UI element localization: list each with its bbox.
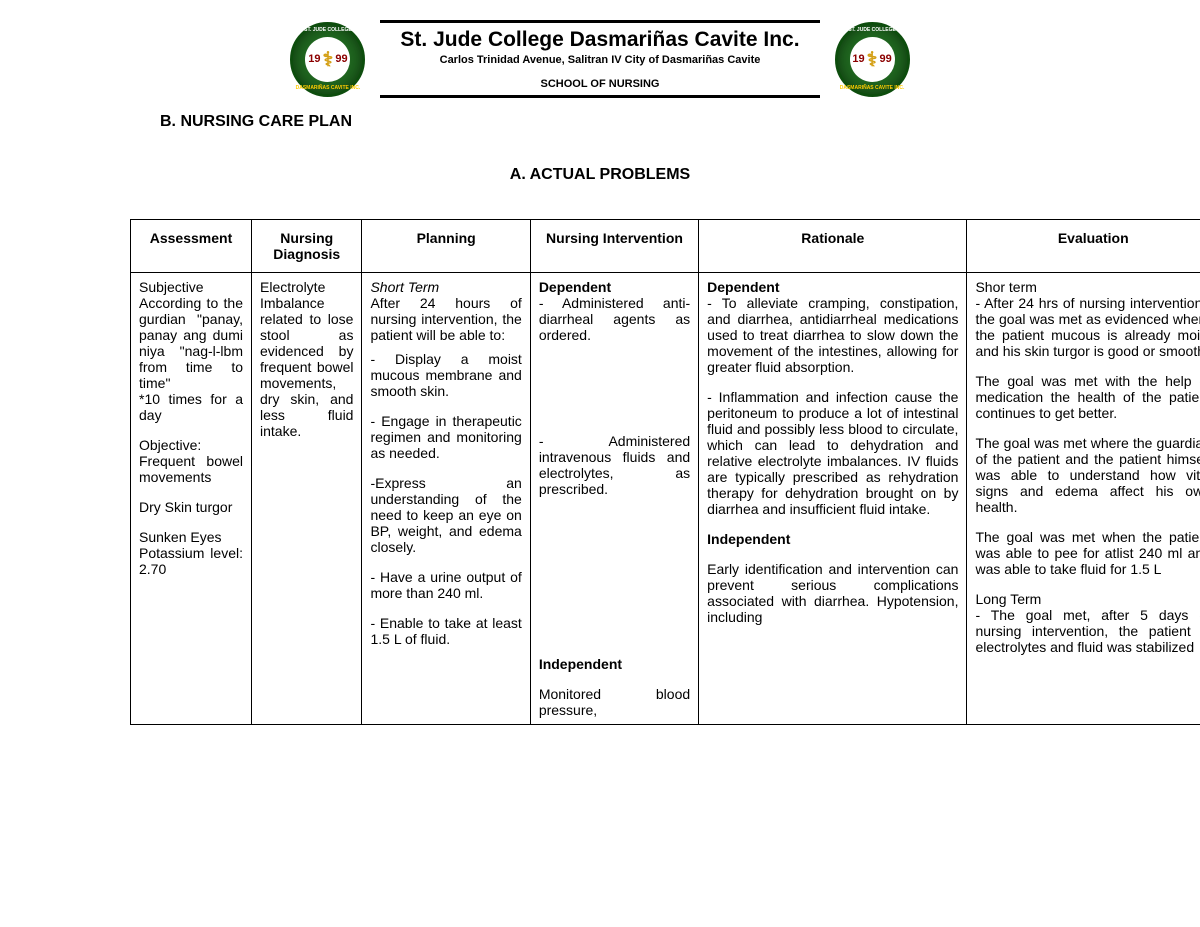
college-address: Carlos Trinidad Avenue, Salitran IV City…: [400, 54, 799, 66]
planning-1: - Display a moist mucous membrane and sm…: [370, 351, 521, 399]
seal-year-left: 19: [308, 53, 320, 65]
document-header: ST. JUDE COLLEGE 19 ⚕ 99 DASMARIÑAS CAVI…: [20, 20, 1180, 98]
college-name: St. Jude College Dasmariñas Cavite Inc.: [400, 28, 799, 52]
assessment-times: *10 times for a day: [139, 391, 243, 423]
planning-4: - Have a urine output of more than 240 m…: [370, 569, 521, 601]
planning-2: - Engage in therapeutic regimen and moni…: [370, 413, 521, 461]
col-header-rationale: Rationale: [699, 220, 967, 273]
rationale-2: - Inflammation and infection cause the p…: [707, 389, 958, 517]
objective-2: Dry Skin turgor: [139, 499, 243, 515]
objective-label: Objective:: [139, 437, 243, 453]
cell-planning: Short Term After 24 hours of nursing int…: [362, 273, 530, 725]
col-header-assessment: Assessment: [131, 220, 252, 273]
dependent-label: Dependent: [539, 279, 690, 295]
planning-intro: After 24 hours of nursing intervention, …: [370, 295, 521, 343]
intervention-i1: Monitored blood pressure,: [539, 686, 690, 718]
short-term-label: Short Term: [370, 279, 521, 295]
cell-diagnosis: Electrolyte Imbalance related to lose st…: [252, 273, 362, 725]
cell-rationale: Dependent - To alleviate cramping, const…: [699, 273, 967, 725]
subjective-text: According to the gurdian "panay, panay a…: [139, 295, 243, 391]
planning-5: - Enable to take at least 1.5 L of fluid…: [370, 615, 521, 647]
subjective-label: Subjective: [139, 279, 243, 295]
rationale-independent-label: Independent: [707, 531, 958, 547]
cell-assessment: Subjective According to the gurdian "pan…: [131, 273, 252, 725]
evaluation-2: The goal was met with the help of medica…: [975, 373, 1200, 421]
intervention-d1: - Administered anti-diarrheal agents as …: [539, 295, 690, 343]
college-seal-right: ST. JUDE COLLEGE 19 ⚕ 99 DASMARIÑAS CAVI…: [835, 22, 910, 97]
rationale-1: - To alleviate cramping, constipation, a…: [707, 295, 958, 375]
objective-3: Sunken Eyes: [139, 529, 243, 545]
section-b-heading: B. NURSING CARE PLAN: [160, 113, 1180, 131]
independent-label: Independent: [539, 656, 690, 672]
table-data-row: Subjective According to the gurdian "pan…: [131, 273, 1200, 725]
evaluation-5: - The goal met, after 5 days of nursing …: [975, 607, 1200, 655]
seal-year-right: 99: [335, 53, 347, 65]
evaluation-1: - After 24 hrs of nursing intervention ,…: [975, 295, 1200, 359]
cell-evaluation: Shor term - After 24 hrs of nursing inte…: [967, 273, 1200, 725]
caduceus-icon: ⚕: [323, 47, 334, 72]
col-header-intervention: Nursing Intervention: [530, 220, 698, 273]
diagnosis-text: Electrolyte Imbalance related to lose st…: [260, 279, 353, 439]
objective-4: Potassium level: 2.70: [139, 545, 243, 577]
cell-intervention: Dependent - Administered anti-diarrheal …: [530, 273, 698, 725]
intervention-d2: - Administered intravenous fluids and el…: [539, 433, 690, 497]
planning-3: -Express an understanding of the need to…: [370, 475, 521, 555]
col-header-diagnosis: Nursing Diagnosis: [252, 220, 362, 273]
eval-long-term-label: Long Term: [975, 591, 1200, 607]
school-name: SCHOOL OF NURSING: [400, 78, 799, 90]
table-header-row: Assessment Nursing Diagnosis Planning Nu…: [131, 220, 1200, 273]
objective-1: Frequent bowel movements: [139, 453, 243, 485]
rationale-3: Early identification and intervention ca…: [707, 561, 958, 625]
rationale-dependent-label: Dependent: [707, 279, 958, 295]
section-a-heading: A. ACTUAL PROBLEMS: [20, 166, 1180, 184]
college-seal-left: ST. JUDE COLLEGE 19 ⚕ 99 DASMARIÑAS CAVI…: [290, 22, 365, 97]
col-header-evaluation: Evaluation: [967, 220, 1200, 273]
col-header-planning: Planning: [362, 220, 530, 273]
evaluation-4: The goal was met when the patient was ab…: [975, 529, 1200, 577]
caduceus-icon: ⚕: [867, 47, 878, 72]
eval-short-term-label: Shor term: [975, 279, 1200, 295]
seal-year-left-2: 19: [852, 53, 864, 65]
nursing-care-plan-table: Assessment Nursing Diagnosis Planning Nu…: [130, 219, 1200, 725]
seal-year-right-2: 99: [879, 53, 891, 65]
title-block: St. Jude College Dasmariñas Cavite Inc. …: [380, 20, 819, 98]
evaluation-3: The goal was met where the guardian of t…: [975, 435, 1200, 515]
